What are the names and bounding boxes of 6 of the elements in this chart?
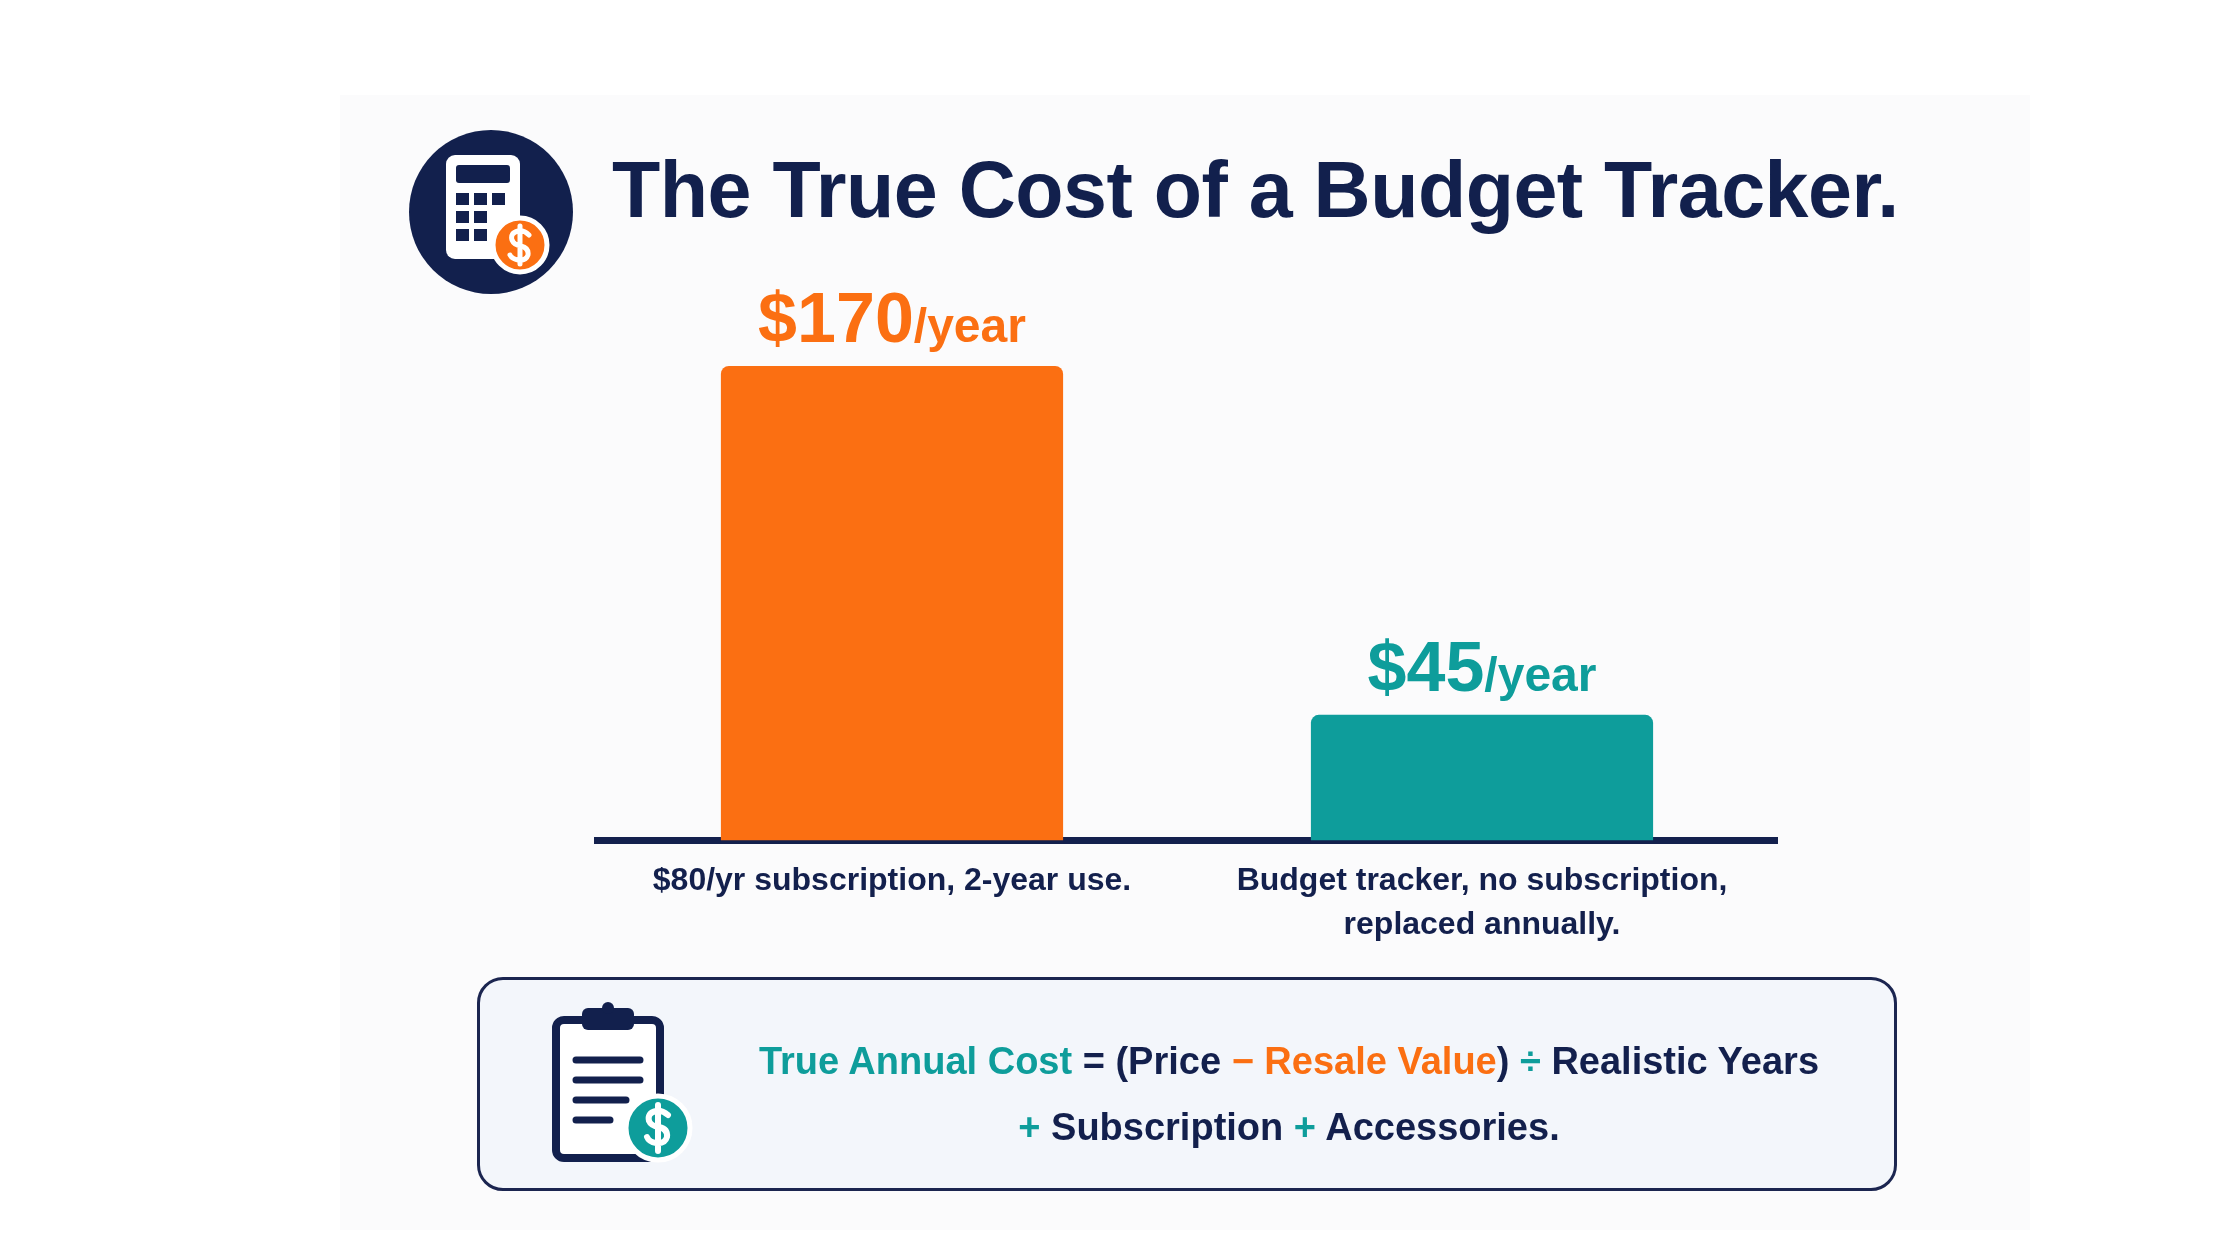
x-tick-label: Budget tracker, no subscription, replaced annually. [1236, 860, 1728, 942]
x-tick-label: $80/yr subscription, 2-year use. [652, 860, 1132, 897]
data-label: $170/year [758, 278, 1026, 357]
text: True Annual Cost = (Price − Resale Value) ÷ Realistic Years + Subscription + Accessories. [758, 1040, 1820, 1148]
data-label: $45/year [1367, 627, 1597, 706]
chart-title: The True Cost of a Budget Tracker. [612, 144, 1899, 236]
